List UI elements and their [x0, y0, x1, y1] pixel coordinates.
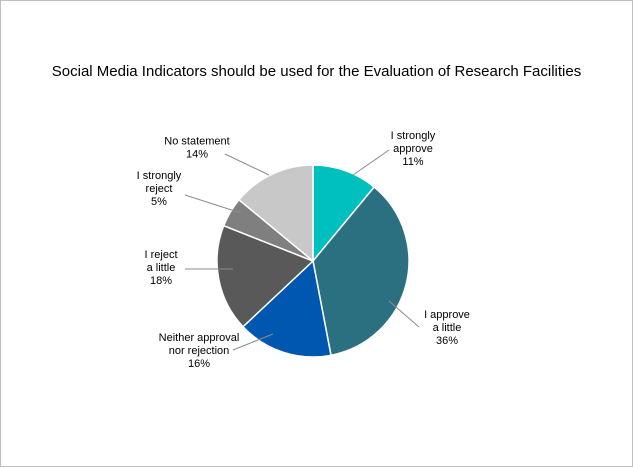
- leader-line: [388, 300, 420, 328]
- slice-value-label: 16%: [188, 358, 210, 370]
- slice-name-label: I reject: [144, 249, 177, 261]
- slice-value-label: 36%: [436, 335, 458, 347]
- slice-name-label: No statement: [164, 136, 229, 148]
- slice-value-label: 11%: [402, 156, 423, 168]
- leader-line: [232, 333, 274, 351]
- pie-slice: [312, 185, 410, 357]
- pie-slice: [216, 224, 315, 328]
- slice-name-label: nor rejection: [169, 345, 230, 357]
- slice-name-label: a little: [147, 262, 176, 274]
- slice-name-label: I strongly: [137, 170, 182, 182]
- slice-name-label: Neither approval: [159, 332, 240, 344]
- chart-title: Social Media Indicators should be used f…: [51, 63, 582, 80]
- slice-name-label: I approve: [424, 309, 470, 321]
- leader-line: [184, 194, 242, 214]
- slice-name-label: approve: [393, 143, 433, 155]
- slice-value-label: 18%: [150, 275, 172, 287]
- slice-value-label: 14%: [186, 149, 208, 161]
- leader-line: [224, 153, 270, 176]
- slice-name-label: I strongly: [391, 130, 436, 142]
- pie-slice: [241, 259, 332, 358]
- slice-name-label: reject: [146, 183, 173, 195]
- pie-slice: [237, 164, 314, 263]
- slice-name-label: a little: [433, 322, 462, 334]
- slice-value-label: 5%: [151, 196, 167, 208]
- pie-slice: [312, 164, 376, 264]
- leader-line: [352, 149, 390, 176]
